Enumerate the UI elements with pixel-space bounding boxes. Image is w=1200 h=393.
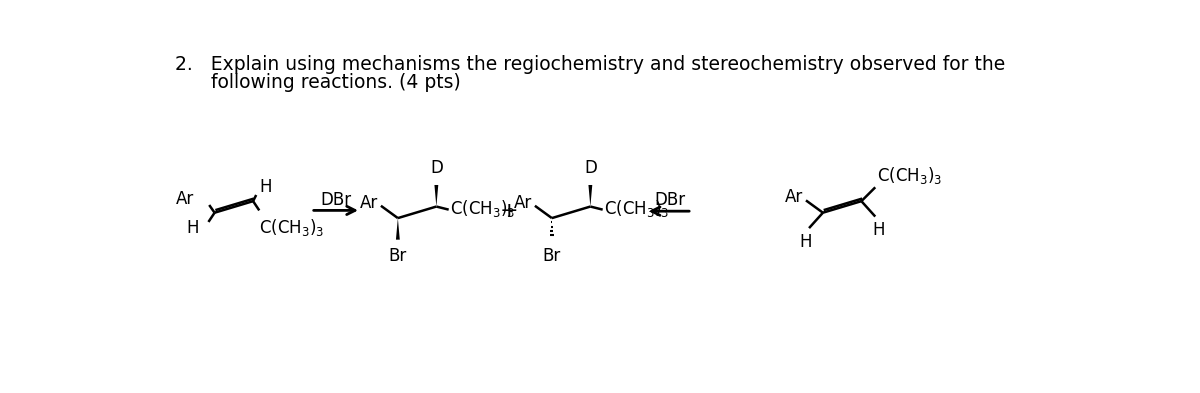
Text: H: H: [259, 178, 271, 196]
Text: Br: Br: [389, 247, 407, 265]
Text: C(CH$_3$)$_3$: C(CH$_3$)$_3$: [877, 165, 942, 186]
Text: DBr: DBr: [654, 191, 685, 209]
Text: 2.   Explain using mechanisms the regiochemistry and stereochemistry observed fo: 2. Explain using mechanisms the regioche…: [174, 55, 1004, 74]
Text: Ar: Ar: [360, 194, 378, 212]
Text: H: H: [872, 221, 884, 239]
Text: DBr: DBr: [320, 191, 352, 209]
Polygon shape: [434, 185, 438, 207]
Text: +: +: [499, 201, 518, 221]
Text: Ar: Ar: [514, 194, 532, 212]
Polygon shape: [396, 218, 400, 240]
Text: following reactions. (4 pts): following reactions. (4 pts): [174, 73, 461, 92]
Text: D: D: [584, 159, 596, 177]
Text: Br: Br: [542, 247, 560, 265]
Text: H: H: [799, 233, 812, 251]
Text: C(CH$_3$)$_3$: C(CH$_3$)$_3$: [605, 198, 670, 219]
Text: Ar: Ar: [785, 188, 803, 206]
Text: C(CH$_3$)$_3$: C(CH$_3$)$_3$: [259, 217, 325, 237]
Text: H: H: [187, 219, 199, 237]
Text: C(CH$_3$)$_3$: C(CH$_3$)$_3$: [450, 198, 516, 219]
Text: Ar: Ar: [175, 190, 194, 208]
Text: D: D: [430, 159, 443, 177]
Polygon shape: [588, 185, 593, 207]
